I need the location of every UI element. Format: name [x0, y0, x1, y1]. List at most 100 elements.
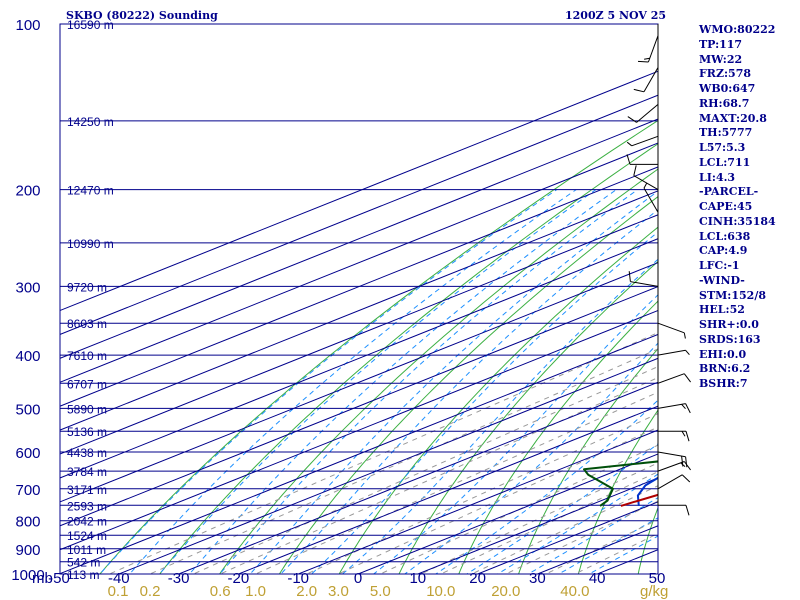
temperature-tick-label: -20: [228, 570, 250, 587]
moist-adiabat: [188, 189, 617, 574]
moist-adiabat: [465, 443, 658, 574]
pressure-tick-label: 500: [15, 401, 40, 418]
wind-barb: [657, 322, 686, 339]
sounding-timestamp: 1200Z 5 NOV 25: [565, 9, 667, 22]
wind-barb: [633, 67, 659, 93]
height-label: 14250 m: [67, 115, 114, 129]
pressure-tick-label: 600: [15, 445, 40, 462]
pressure-tick-label: 300: [15, 279, 40, 296]
wind-barb: [657, 403, 691, 414]
wind-barb: [657, 373, 691, 384]
sounding-title: SKBO (80222) Sounding: [66, 9, 218, 22]
isotherm: [117, 357, 658, 574]
mixing-ratio-label: 3.0: [328, 583, 349, 600]
isotherm: [356, 453, 658, 574]
stat-item: -PARCEL-: [699, 185, 759, 199]
temperature-tick-label: 30: [529, 570, 546, 587]
mixing-ratio-line: [379, 444, 658, 574]
height-label: 7610 m: [67, 349, 107, 363]
wind-barb: [658, 430, 690, 442]
stat-item: HEL:52: [699, 303, 745, 317]
temperature-tick-label: -40: [108, 570, 130, 587]
moist-adiabat: [279, 209, 658, 574]
stat-item: CAP:4.9: [699, 244, 748, 258]
wind-barb: [633, 165, 659, 191]
mixing-ratio-line: [108, 332, 658, 574]
temperature-tick-label: 10: [409, 570, 426, 587]
temperature-tick-label: 40: [589, 570, 606, 587]
stat-item: MW:22: [699, 52, 743, 66]
moist-adiabat: [219, 189, 638, 574]
mixing-ratio-label: 0.6: [210, 583, 231, 600]
moist-adiabat: [310, 231, 658, 574]
stat-item: LI:4.3: [699, 170, 736, 184]
dry-adiabat: [218, 168, 658, 574]
height-label: 9720 m: [67, 280, 107, 294]
height-label: 12470 m: [67, 184, 114, 198]
mixing-ratio-label: 20.0: [491, 583, 520, 600]
dry-adiabat: [398, 260, 658, 574]
height-label: 542 m: [67, 556, 100, 570]
wind-barb: [657, 474, 691, 490]
moist-adiabat: [403, 342, 658, 574]
isotherm: [237, 405, 658, 574]
mixing-ratio-line: [305, 413, 658, 574]
wind-barb: [637, 35, 659, 63]
moist-adiabat: [372, 294, 658, 574]
dry-adiabat: [637, 506, 658, 574]
mixing-ratio-line: [192, 366, 658, 574]
temperature-tick-label: -50: [48, 570, 70, 587]
wind-barb: [627, 104, 659, 123]
pressure-tick-label: 200: [15, 183, 40, 200]
stat-item: TH:5777: [699, 126, 753, 140]
stat-item: WB0:647: [699, 82, 756, 95]
stat-item: LFC:-1: [699, 259, 740, 272]
stat-item: -WIND-: [699, 273, 745, 287]
stat-item: SRDS:163: [699, 332, 761, 346]
dry-adiabat: [338, 226, 658, 574]
mixing-ratio-unit: g/kg: [640, 583, 668, 600]
stat-item: LCL:711: [699, 155, 751, 169]
mixing-ratio-line: [148, 348, 658, 574]
dry-adiabat: [278, 196, 658, 574]
height-label: 6707 m: [67, 377, 107, 391]
moist-adiabat: [99, 189, 558, 574]
height-label: 5890 m: [67, 402, 107, 416]
pressure-tick-label: 1000: [11, 567, 44, 584]
mixing-ratio-line: [218, 377, 658, 574]
temperature-tick-label: -30: [168, 570, 190, 587]
height-label: 1524 m: [67, 529, 107, 543]
stat-item: BRN:6.2: [699, 362, 751, 376]
wind-barb: [643, 182, 659, 213]
height-label: 5136 m: [67, 425, 107, 439]
height-label: 1011 m: [67, 543, 106, 557]
pressure-tick-label: 100: [15, 17, 40, 34]
pressure-tick-label: 400: [15, 348, 40, 365]
stat-item: RH:68.7: [699, 96, 750, 110]
stat-item: LCL:638: [699, 229, 751, 243]
pressure-tick-label: 900: [15, 542, 40, 559]
stat-item: BSHR:7: [699, 377, 748, 390]
moist-adiabat: [158, 189, 597, 574]
pressure-unit-label: mb: [32, 570, 53, 587]
height-label: 4438 m: [67, 446, 107, 460]
temperature-tick-label: 20: [469, 570, 486, 587]
mixing-ratio-label: 40.0: [560, 583, 589, 600]
dry-adiabat: [99, 119, 658, 574]
temperature-tick-label: 50: [649, 570, 666, 587]
wind-barb: [628, 271, 659, 287]
height-label: 16590 m: [67, 18, 114, 32]
moist-adiabat: [434, 399, 658, 574]
mixing-ratio-line: [337, 426, 658, 574]
